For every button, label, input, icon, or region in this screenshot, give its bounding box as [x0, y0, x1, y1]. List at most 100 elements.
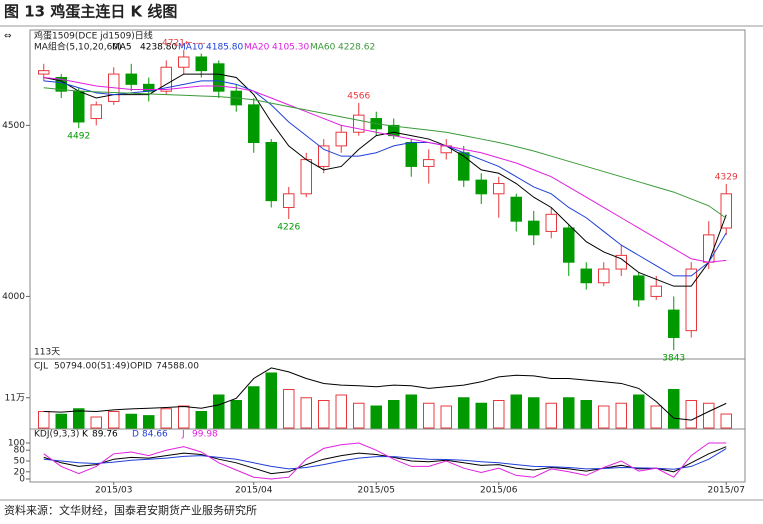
legend-value: 99.98 — [192, 430, 218, 440]
volume-bar — [265, 372, 277, 429]
candle-body — [668, 309, 680, 338]
candle-body — [213, 63, 225, 92]
volume-bar — [73, 408, 85, 429]
candle-body — [580, 268, 592, 284]
candle-body — [265, 141, 277, 202]
candle-body — [318, 145, 330, 167]
annotation: 4566 — [347, 91, 370, 101]
ma-line — [43, 73, 727, 287]
volume-bar — [405, 394, 417, 429]
legend-value: 4185.80 — [206, 43, 243, 53]
y-tick-label: 50 — [14, 457, 26, 467]
source: 资料来源：文华财经，国泰君安期货产业服务研究所 — [4, 503, 257, 517]
volume-bar — [598, 405, 610, 429]
candle-body — [685, 268, 697, 332]
candle-body — [510, 196, 522, 222]
candle-body — [125, 73, 137, 85]
volume-bar — [300, 397, 312, 429]
ma-line — [43, 87, 727, 219]
legend-name: K — [82, 430, 89, 440]
legend-value: 4238.80 — [140, 43, 177, 53]
legend-value: 84.66 — [142, 430, 168, 440]
annotation: 3843 — [662, 354, 685, 364]
volume-bar — [580, 400, 592, 429]
y-tick-label: 4000 — [2, 292, 25, 302]
candle-body — [633, 275, 645, 301]
kdj-line — [43, 448, 727, 470]
volume-bar — [353, 402, 365, 429]
ma-line — [43, 76, 727, 263]
candle-body — [598, 268, 610, 284]
x-tick-label: 2015/06 — [480, 486, 518, 496]
x-tick-label: 2015/04 — [235, 486, 273, 496]
y-tick-label: 0 — [19, 475, 25, 485]
y-tick-label: 100 — [8, 439, 25, 449]
candle-body — [458, 152, 470, 181]
y-tick-label: 11万 — [5, 393, 25, 403]
y-tick-label: 4500 — [2, 121, 25, 131]
annotation: 4226 — [277, 223, 300, 233]
ma-line — [43, 80, 727, 277]
vol-value: 50794.00(51:49) — [54, 362, 130, 372]
volume-bar — [720, 413, 732, 429]
volume-bar — [458, 397, 470, 429]
candle-body — [90, 104, 102, 120]
volume-bar — [318, 400, 330, 429]
x-tick-label: 2015/03 — [95, 486, 132, 496]
volume-bar — [703, 402, 715, 429]
legend-value: 4228.62 — [338, 43, 375, 53]
y-tick-label: 80 — [14, 446, 26, 456]
volume-bar — [685, 400, 697, 429]
candle-body — [38, 70, 50, 75]
kdj-label: KDJ(9,3,3) — [34, 430, 79, 440]
annotation: 4492 — [67, 132, 90, 142]
legend-name: MA20 — [244, 43, 270, 53]
volume-bar — [90, 416, 102, 429]
x-tick-label: 2015/05 — [358, 486, 395, 496]
candle-body — [615, 254, 627, 270]
volume-bar — [143, 415, 155, 429]
candle-body — [563, 227, 575, 263]
candle-body — [73, 90, 85, 123]
header: 鸡蛋1509(DCE jd1509)日线 — [34, 30, 153, 42]
volume-bar — [370, 405, 382, 429]
volume-bar — [213, 394, 225, 429]
candle-body — [160, 66, 172, 92]
candle-body — [283, 193, 295, 208]
volume-bar — [668, 389, 680, 429]
ma-group: MA组合(5,10,20,60) — [34, 41, 122, 53]
kdj-line — [43, 446, 727, 475]
annotation: 4721←---- — [162, 38, 205, 48]
candle-body — [423, 159, 435, 167]
volume-bar — [283, 389, 295, 429]
volume-bar — [230, 400, 242, 429]
volume-bar — [510, 394, 522, 429]
x-tick-label: 2015/07 — [708, 486, 745, 496]
volume-bar — [160, 408, 172, 429]
chart-title: 图 13 鸡蛋主连日 K 线图 — [4, 3, 177, 21]
candle-body — [650, 285, 662, 297]
volume-bar — [423, 402, 435, 429]
y-tick-label: 20 — [14, 467, 26, 477]
volume-bar — [178, 405, 190, 429]
candle-body — [703, 234, 715, 263]
frame — [29, 29, 746, 483]
oi-line — [43, 367, 727, 421]
candle-body — [720, 193, 732, 229]
candle-body — [405, 141, 417, 167]
volume-bar — [633, 394, 645, 429]
volume-bar — [615, 402, 627, 429]
volume-bar — [475, 402, 487, 429]
volume-bar — [108, 411, 120, 429]
oi-label: OPID — [130, 362, 152, 372]
volume-bar — [388, 400, 400, 429]
legend-name: D — [132, 430, 139, 440]
icon: ⇔ — [4, 32, 12, 42]
volume-bar — [125, 413, 137, 429]
legend-name: MA60 — [310, 43, 336, 53]
candle-body — [300, 159, 312, 195]
volume-bar — [545, 402, 557, 429]
period-label: 113天 — [34, 348, 60, 358]
kdj-line — [43, 442, 727, 480]
